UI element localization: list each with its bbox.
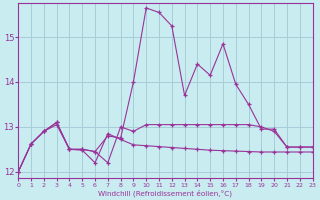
X-axis label: Windchill (Refroidissement éolien,°C): Windchill (Refroidissement éolien,°C) [98, 189, 232, 197]
